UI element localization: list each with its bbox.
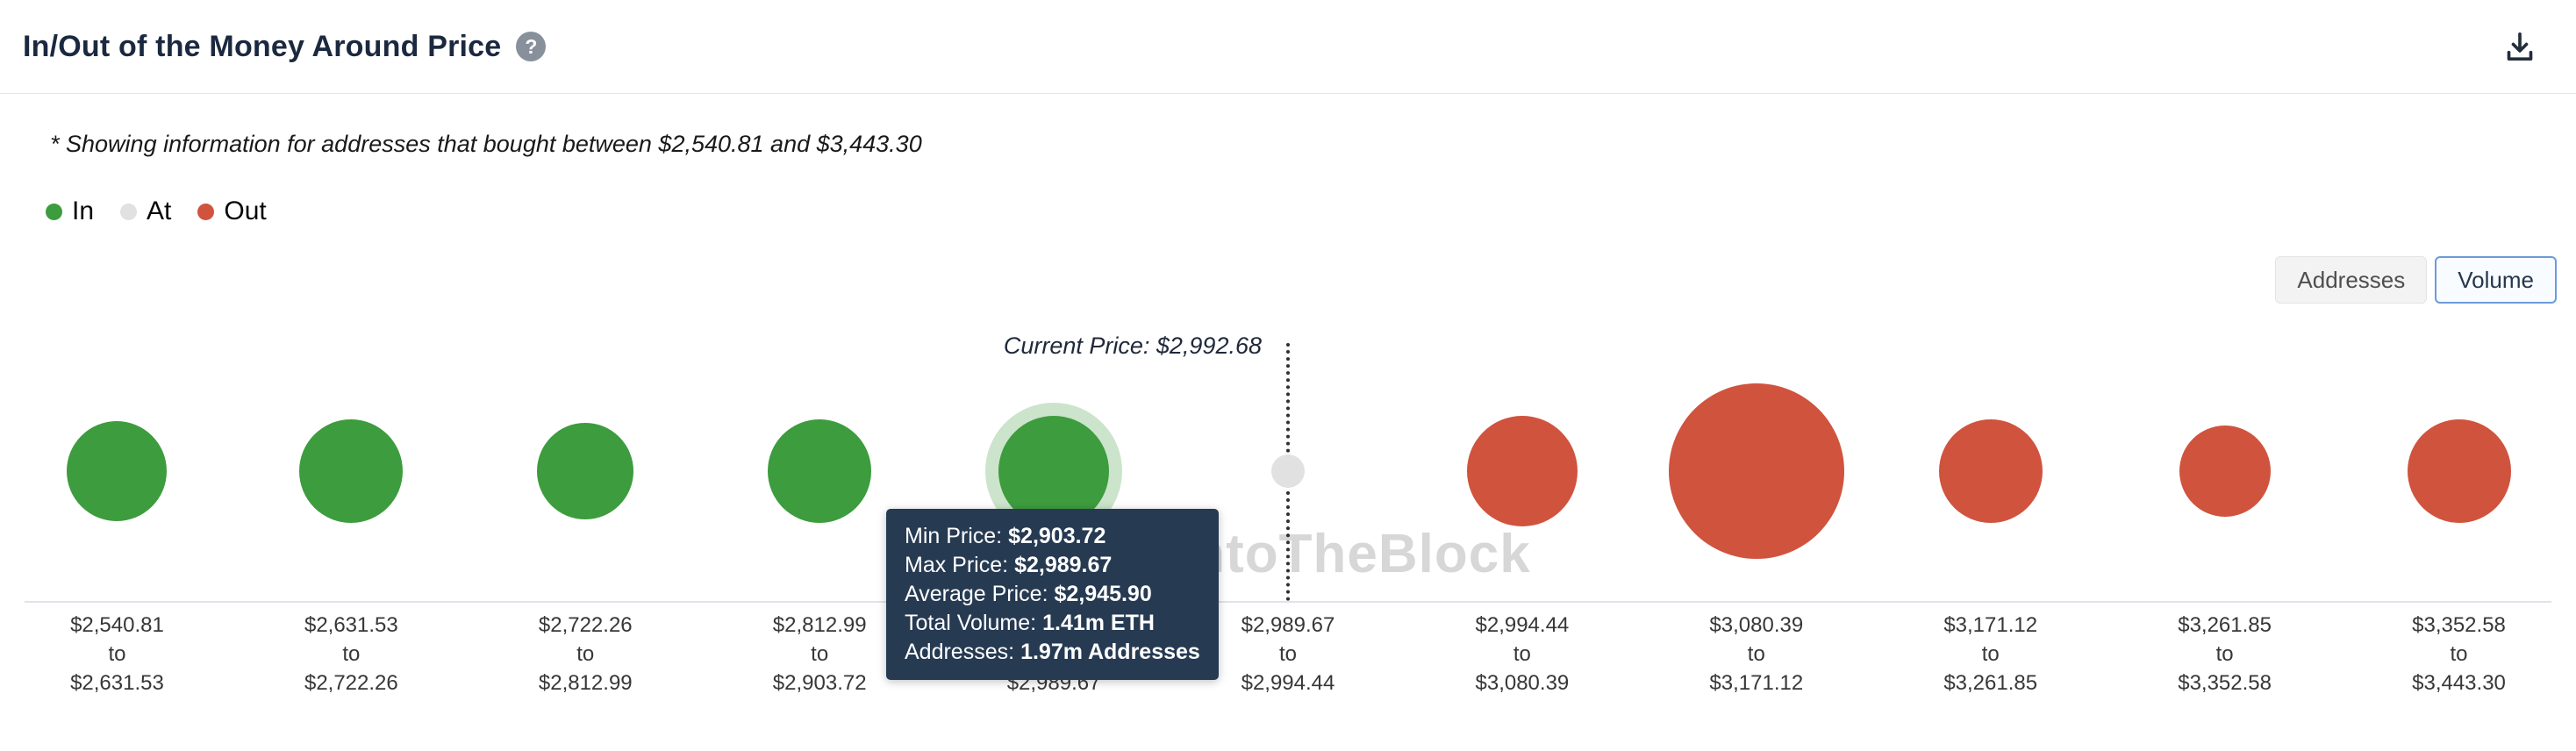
legend-label-at: At xyxy=(147,197,172,225)
legend-dot-in xyxy=(46,203,62,220)
bubble-column xyxy=(1405,328,1639,614)
bubble-column xyxy=(469,328,703,614)
bubble-column xyxy=(1171,328,1406,614)
legend-item-at: At xyxy=(120,197,171,226)
tooltip-row-total-volume: Total Volume: 1.41m ETH xyxy=(905,611,1155,635)
download-icon[interactable] xyxy=(2502,29,2537,64)
help-icon[interactable]: ? xyxy=(516,32,547,61)
bubble-out[interactable] xyxy=(1938,419,2043,523)
bubble-out[interactable] xyxy=(2179,426,2271,517)
axis-labels: $2,540.81 to $2,631.53 $2,631.53 to $2,722.26… xyxy=(0,611,2576,697)
bucket-label: $3,352.58 to $3,443.30 xyxy=(2412,613,2506,695)
bucket-label: $2,812.99 to $2,903.72 xyxy=(772,613,867,695)
bubble-out[interactable] xyxy=(1466,416,1578,526)
bubble-in[interactable] xyxy=(537,423,634,519)
bubble-in[interactable] xyxy=(67,421,168,521)
metric-toggle: Addresses Volume xyxy=(0,256,2576,304)
bubble-at[interactable] xyxy=(1270,454,1305,488)
bucket-label: $3,261.85 to $3,352.58 xyxy=(2178,613,2272,695)
legend: In At Out xyxy=(46,197,2576,226)
bubble-column xyxy=(703,328,937,614)
bubble-row xyxy=(0,328,2576,614)
bubble-column xyxy=(2107,328,2342,614)
widget-header: In/Out of the Money Around Price ? xyxy=(0,0,2576,94)
bubble-in[interactable] xyxy=(998,416,1110,526)
bucket-label: $2,994.44 to $3,080.39 xyxy=(1475,613,1570,695)
page-title: In/Out of the Money Around Price xyxy=(23,29,502,63)
tooltip-row-addresses: Addresses: 1.97m Addresses xyxy=(905,640,1200,664)
legend-dot-at xyxy=(120,203,138,220)
current-price-label: Current Price: $2,992.68 xyxy=(1003,333,1262,359)
bubble-chart: IntoTheBlock Current Price: $2,992.68 $2… xyxy=(0,328,2576,740)
bubble-in[interactable] xyxy=(768,419,872,523)
bucket-label: $3,171.12 to $3,261.85 xyxy=(1943,613,2038,695)
bubble-column xyxy=(1873,328,2107,614)
addresses-toggle-button[interactable]: Addresses xyxy=(2275,256,2428,304)
bucket-label: $3,080.39 to $3,171.12 xyxy=(1709,613,1804,695)
bucket-label: $2,540.81 to $2,631.53 xyxy=(70,613,164,695)
legend-item-in: In xyxy=(46,197,94,226)
bubble-column xyxy=(937,328,1171,614)
bubble-column xyxy=(2342,328,2576,614)
bubble-column xyxy=(234,328,469,614)
bucket-label: $2,989.67 to $2,994.44 xyxy=(1241,613,1335,695)
watermark: IntoTheBlock xyxy=(1176,524,1531,584)
bubble-out[interactable] xyxy=(1668,383,1844,559)
tooltip-row-min-price: Min Price: $2,903.72 xyxy=(905,524,1106,548)
legend-item-out: Out xyxy=(197,197,267,226)
tooltip: Min Price: $2,903.72 Max Price: $2,989.67 … xyxy=(886,509,1219,680)
x-axis-line xyxy=(25,601,2551,603)
range-note: * Showing information for addresses that… xyxy=(50,131,922,157)
legend-label-out: Out xyxy=(224,197,267,225)
bubble-column xyxy=(0,328,234,614)
bucket-label: $2,722.26 to $2,812.99 xyxy=(538,613,633,695)
bubble-out[interactable] xyxy=(2407,419,2511,523)
bucket-label: $2,631.53 to $2,722.26 xyxy=(304,613,398,695)
legend-label-in: In xyxy=(72,197,95,225)
tooltip-row-max-price: Max Price: $2,989.67 xyxy=(905,553,1113,577)
legend-dot-out xyxy=(197,203,215,220)
volume-toggle-button[interactable]: Volume xyxy=(2435,256,2557,304)
tooltip-row-average-price: Average Price: $2,945.90 xyxy=(905,582,1152,606)
bubble-column xyxy=(1639,328,1873,614)
bubble-in[interactable] xyxy=(299,419,404,523)
